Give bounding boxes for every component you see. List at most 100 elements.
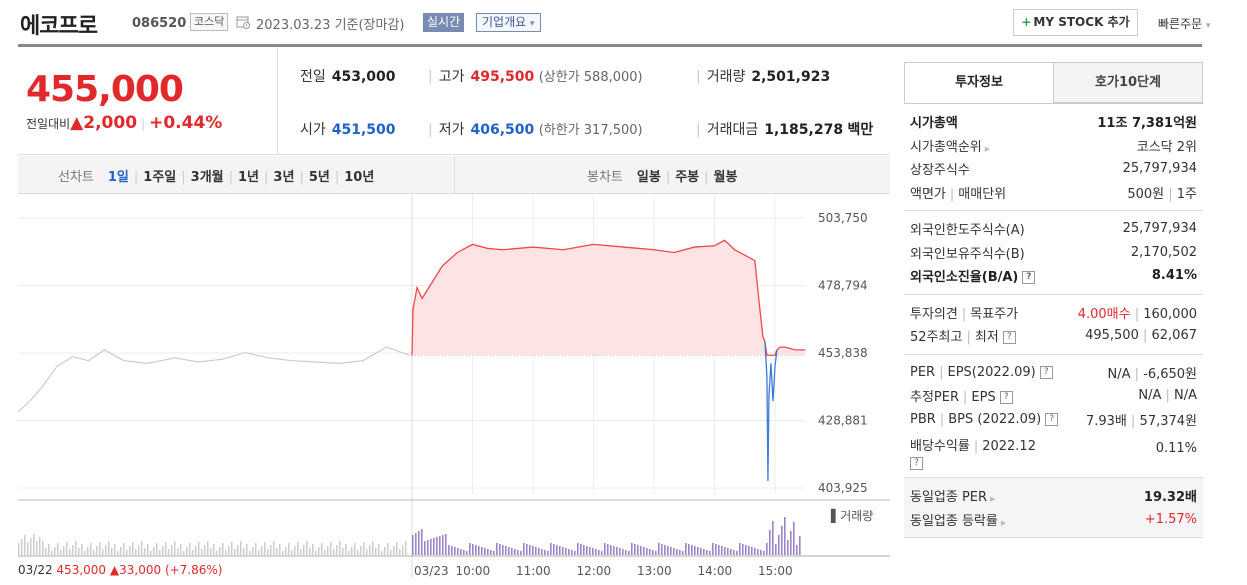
divider: |: [181, 170, 186, 185]
volume-bar: [616, 547, 618, 555]
tab-1d[interactable]: 1일: [107, 170, 129, 185]
help-icon[interactable]: ?: [1045, 412, 1059, 426]
info-value-text: -6,650원: [1143, 366, 1197, 382]
volume-bar: [291, 550, 293, 555]
info-value-text: 500원: [1127, 186, 1165, 202]
volume-bar: [348, 551, 350, 555]
volume-bar: [421, 529, 423, 555]
volume-bar: [24, 535, 26, 555]
intraday-price-chart[interactable]: 503,750 478,794 453,838 428,881 403,925 ▌거래량 0…: [18, 194, 890, 585]
volume-bar: [60, 550, 62, 555]
volume-bar: [384, 547, 386, 555]
volume-bar: [655, 551, 657, 555]
volume-bar: [697, 547, 699, 555]
info-row: 액면가 | 매매단위 500원 | 1주: [910, 181, 1197, 205]
volume-bar: [312, 544, 314, 555]
volume-bar: [445, 534, 447, 555]
info-row: 시가총액 11조 7,381억원: [910, 110, 1197, 134]
info-row: 외국인소진율(B/A)? 8.41%: [910, 264, 1197, 288]
volume-bar: [475, 545, 477, 555]
info-label: 시가총액: [910, 112, 958, 131]
info-label[interactable]: 동일업종 등락률 ▶: [910, 510, 1006, 529]
volume-bar: [637, 545, 639, 555]
info-value: 코스닥 2위: [1137, 136, 1197, 155]
volume-bar: [442, 535, 444, 555]
volume-bar: [63, 546, 65, 555]
volume-bar: [390, 550, 392, 555]
volume-bar: [144, 548, 146, 555]
tab-1w[interactable]: 1주일: [143, 170, 177, 185]
info-value-text: 25,797,934: [1122, 221, 1197, 237]
info-value: 4.00매수 | 160,000: [1078, 303, 1197, 322]
info-label-text: 최저: [974, 330, 999, 346]
chevron-down-icon: ▾: [1206, 21, 1211, 31]
volume-bar: [150, 551, 152, 555]
volume-bar: [93, 550, 95, 555]
info-label[interactable]: 시가총액순위 ▶: [910, 136, 990, 155]
divider: [277, 47, 278, 154]
tab-3m[interactable]: 3개월: [190, 170, 224, 185]
info-row: 상장주식수 25,797,934: [910, 157, 1197, 181]
chevron-down-icon: ▾: [530, 19, 535, 29]
help-icon[interactable]: ?: [1002, 331, 1016, 345]
volume-bar: [550, 543, 552, 555]
help-icon[interactable]: ?: [1022, 271, 1036, 285]
amount-unit: 백만: [847, 122, 874, 138]
stock-name[interactable]: 에코프로: [20, 14, 98, 39]
volume-bar: [321, 543, 323, 555]
tab-investment-info[interactable]: 투자정보: [904, 62, 1054, 103]
base-date: 2023.03.23 기준(장마감): [256, 18, 405, 33]
tab-daily[interactable]: 일봉: [636, 170, 661, 185]
volume-bar: [351, 547, 353, 555]
info-label: 52주최고 | 최저?: [910, 326, 1016, 345]
volume-bar: [279, 544, 281, 555]
tab-monthly[interactable]: 월봉: [713, 170, 738, 185]
tab-orderbook-10[interactable]: 호가10단계: [1053, 62, 1203, 103]
volume-bar: [742, 544, 744, 555]
help-icon[interactable]: ?: [910, 457, 923, 470]
volume-bar: [36, 541, 38, 555]
divider: |: [334, 170, 340, 185]
volume-bar: [547, 551, 549, 555]
prev-close-label: 전일: [300, 69, 326, 85]
help-icon[interactable]: ?: [999, 391, 1013, 405]
volume-bar: [297, 542, 299, 555]
tab-3y[interactable]: 3년: [273, 170, 295, 185]
divider: |: [665, 170, 671, 185]
volume-bar: [451, 546, 453, 555]
divider: |: [1130, 366, 1144, 382]
info-value-text: 11조 7,381억원: [1097, 116, 1197, 132]
add-mystock-button[interactable]: + MY STOCK 추가: [1013, 9, 1138, 36]
help-icon[interactable]: ?: [1039, 365, 1053, 379]
volume-bar: [412, 535, 414, 555]
x-tick-label: 14:00: [698, 564, 733, 578]
volume-bar: [219, 547, 221, 555]
info-row: 투자의견 | 목표주가 4.00매수 | 160,000: [910, 301, 1197, 325]
tab-weekly[interactable]: 주봉: [675, 170, 700, 185]
volume-bar: [345, 544, 347, 555]
volume-bar: [628, 551, 630, 555]
tab-5y[interactable]: 5년: [308, 170, 330, 185]
info-label: 외국인보유주식수(B): [910, 243, 1025, 262]
amount-value: 1,185,278: [764, 122, 844, 138]
info-label-text: 배당수익률: [910, 439, 970, 454]
realtime-button[interactable]: 실시간: [423, 13, 465, 32]
quick-order-label: 빠른주문: [1158, 17, 1203, 31]
volume-bar: [538, 548, 540, 555]
tab-1y[interactable]: 1년: [238, 170, 260, 185]
y-tick-label: 478,794: [818, 279, 868, 293]
volume-bar: [405, 541, 407, 555]
tab-10y[interactable]: 10년: [344, 170, 375, 185]
company-info-dropdown[interactable]: 기업개요 ▾: [476, 13, 541, 32]
upper-limit: (상한가 588,000): [538, 70, 643, 85]
volume-bar: [652, 550, 654, 555]
volume-bar: [285, 547, 287, 555]
volume-bar: [243, 548, 245, 555]
info-value-text: 160,000: [1143, 306, 1197, 322]
volume-bar: [396, 542, 398, 555]
quick-order-dropdown[interactable]: 빠른주문 ▾: [1158, 15, 1211, 32]
info-label: PER | EPS(2022.09)?: [910, 365, 1053, 380]
volume-bar: [153, 547, 155, 555]
info-label[interactable]: 동일업종 PER ▶: [910, 486, 995, 505]
volume-bar: [706, 550, 708, 555]
